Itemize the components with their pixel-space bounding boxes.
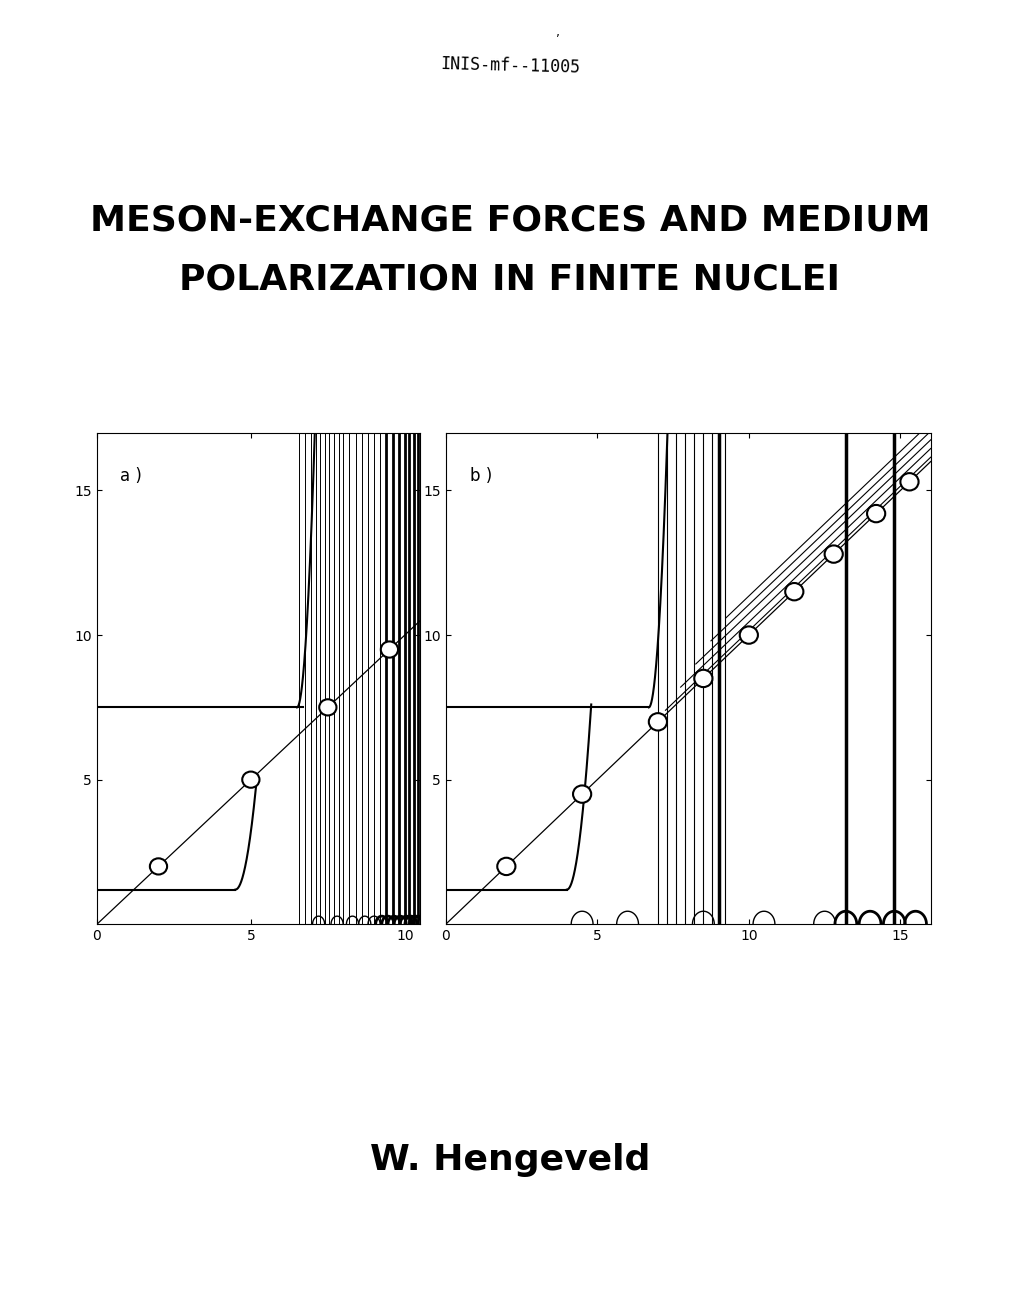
Circle shape <box>242 772 259 788</box>
Circle shape <box>900 473 918 490</box>
Circle shape <box>573 785 591 802</box>
Text: W. Hengeveld: W. Hengeveld <box>370 1143 649 1177</box>
Circle shape <box>785 583 803 600</box>
Circle shape <box>319 699 336 716</box>
Text: b ): b ) <box>470 467 492 485</box>
Circle shape <box>694 670 711 687</box>
Circle shape <box>150 859 167 874</box>
Circle shape <box>380 641 397 658</box>
Text: a ): a ) <box>119 467 142 485</box>
Circle shape <box>739 627 757 644</box>
Text: POLARIZATION IN FINITE NUCLEI: POLARIZATION IN FINITE NUCLEI <box>179 262 840 296</box>
Text: ,: , <box>555 26 559 39</box>
Circle shape <box>823 545 842 562</box>
Circle shape <box>648 713 666 730</box>
Text: INIS-mf--11005: INIS-mf--11005 <box>439 55 580 77</box>
Circle shape <box>497 857 515 876</box>
Text: MESON-EXCHANGE FORCES AND MEDIUM: MESON-EXCHANGE FORCES AND MEDIUM <box>90 203 929 237</box>
Circle shape <box>866 505 884 522</box>
